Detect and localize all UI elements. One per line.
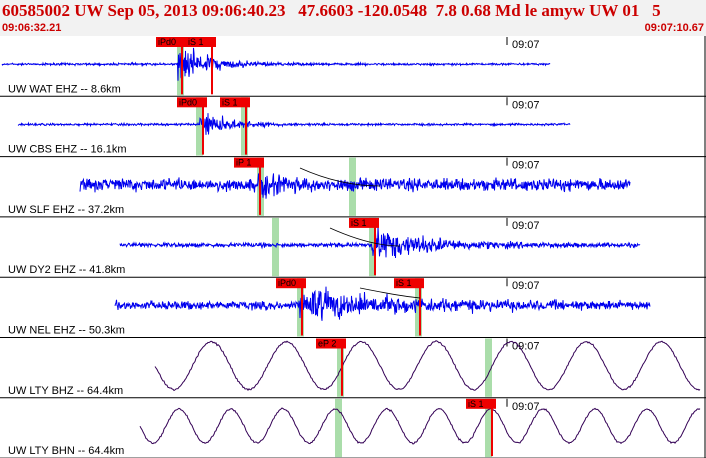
theoretical-band [196, 97, 203, 156]
pick-flag[interactable] [156, 37, 186, 47]
station-label: UW DY2 EHZ -- 41.8km [8, 264, 125, 276]
waveform-trace[interactable] [119, 225, 641, 259]
waveform-trace[interactable] [17, 113, 571, 135]
minute-label: 09:07 [512, 341, 540, 353]
waveform-trace[interactable] [114, 286, 651, 326]
theoretical-band [485, 338, 492, 397]
minute-label: 09:07 [512, 280, 540, 292]
travel-curve [329, 227, 401, 247]
pick-flag[interactable] [186, 37, 216, 47]
pick-flag[interactable] [234, 157, 264, 168]
event-title: 60585002 UW Sep 05, 2013 09:06:40.23 47.… [2, 1, 661, 20]
pick-label: iS 1 [468, 399, 484, 409]
waveform-trace[interactable] [139, 407, 701, 445]
minute-label: 09:07 [512, 39, 540, 51]
pick-label: iS 1 [188, 37, 204, 47]
pick-label: iS 1 [396, 278, 412, 288]
travel-curve [299, 167, 381, 187]
minute-label: 09:07 [512, 220, 540, 232]
pick-flag[interactable] [316, 338, 346, 349]
theoretical-band [485, 398, 492, 458]
window-end-time: 09:07:10.67 [644, 22, 704, 34]
theoretical-band [335, 398, 342, 458]
pick-label: iS 1 [222, 97, 238, 107]
pick-flag[interactable] [466, 398, 496, 409]
minute-label: 09:07 [512, 401, 540, 413]
waveform-trace[interactable] [79, 172, 631, 199]
travel-curve [359, 287, 421, 299]
pick-label: iPd0 [158, 37, 176, 47]
pick-flag[interactable] [394, 278, 424, 289]
theoretical-band [272, 217, 279, 277]
pick-flag[interactable] [276, 278, 306, 289]
pick-label: iP 1 [236, 158, 251, 168]
theoretical-band [415, 278, 422, 337]
waveform-trace[interactable] [154, 340, 701, 392]
seismogram-panel: 09:07 iPd0 iS 1 UW WAT EHZ -- 8.6km 09:07 iPd… [0, 36, 706, 458]
theoretical-band [337, 338, 344, 397]
pick-flag[interactable] [220, 97, 250, 108]
pick-label: eP 2 [318, 339, 336, 349]
theoretical-band [241, 97, 248, 156]
station-label: UW NEL EHZ -- 50.3km [8, 325, 125, 337]
station-label: UW LTY BHN -- 64.4km [8, 445, 124, 457]
station-label: UW WAT EHZ -- 8.6km [8, 83, 121, 95]
station-label: UW LTY BHZ -- 64.4km [8, 385, 123, 397]
station-label: UW SLF EHZ -- 37.2km [8, 204, 124, 216]
waveform-trace[interactable] [1, 47, 551, 81]
pick-flag[interactable] [349, 217, 379, 228]
pick-label: iPd0 [179, 97, 197, 107]
pick-label: iPd0 [278, 278, 296, 288]
pick-label: iS 1 [351, 218, 367, 228]
minute-label: 09:07 [512, 160, 540, 172]
pick-flag[interactable] [177, 97, 207, 108]
minute-label: 09:07 [512, 99, 540, 111]
theoretical-band [369, 217, 376, 277]
window-start-time: 09:06:32.21 [2, 22, 62, 34]
event-header: 60585002 UW Sep 05, 2013 09:06:40.23 47.… [0, 0, 706, 36]
station-label: UW CBS EHZ -- 16.1km [8, 144, 127, 156]
seismogram-canvas[interactable]: 09:07 iPd0 iS 1 UW WAT EHZ -- 8.6km 09:07 iPd… [0, 36, 706, 458]
